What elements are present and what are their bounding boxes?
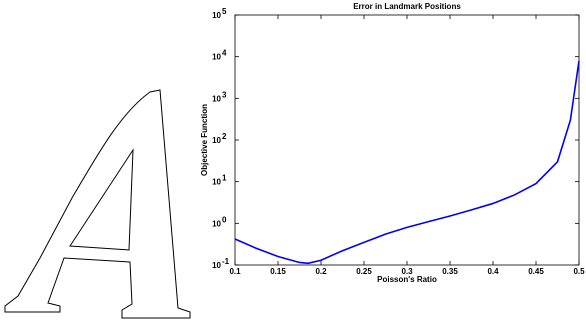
y-tick-exponent: 2 — [222, 132, 227, 141]
data-line — [234, 60, 580, 265]
letter-a-outline — [4, 89, 191, 319]
y-tick-base: 10 — [212, 53, 221, 62]
letter-a-counter — [69, 148, 134, 251]
y-tick-exponent: 5 — [222, 7, 227, 16]
x-tick-label: 0.4 — [487, 267, 499, 276]
y-tick-exponent: 1 — [222, 174, 227, 183]
y-tick-label: 10 — [212, 178, 221, 187]
y-axis-label: Objective Function — [200, 104, 209, 176]
letter-a-drawing — [4, 89, 191, 319]
y-tick-exponent: -1 — [222, 257, 230, 266]
y-tick-label: 10 — [212, 53, 221, 62]
x-tick-label: 0.15 — [270, 267, 286, 276]
y-tick-exponent: 0 — [222, 215, 227, 224]
x-axis-label: Poisson's Ratio — [377, 275, 437, 284]
y-tick-base: 10 — [212, 219, 221, 228]
y-tick-exponent: 3 — [222, 90, 227, 99]
y-tick-exponent: 4 — [222, 49, 227, 58]
y-tick-base: 10 — [212, 136, 221, 145]
y-tick-base: 10 — [212, 94, 221, 103]
y-tick-base: 10 — [212, 261, 221, 270]
y-tick-label: 10 — [212, 11, 221, 20]
chart-title: Error in Landmark Positions — [353, 2, 461, 11]
x-tick-label: 0.45 — [528, 267, 544, 276]
x-tick-label: 0.3 — [401, 267, 413, 276]
y-tick-label: 10 — [212, 219, 221, 228]
x-tick-label: 0.5 — [573, 267, 585, 276]
y-tick-label: 10 — [212, 261, 221, 270]
y-tick-label: 10 — [212, 136, 221, 145]
y-tick-base: 10 — [212, 11, 221, 20]
x-tick-label: 0.25 — [356, 267, 372, 276]
y-tick-base: 10 — [212, 178, 221, 187]
y-tick-label: 10 — [212, 94, 221, 103]
x-tick-label: 0.1 — [229, 267, 241, 276]
x-tick-label: 0.2 — [315, 267, 327, 276]
x-tick-label: 0.35 — [442, 267, 458, 276]
